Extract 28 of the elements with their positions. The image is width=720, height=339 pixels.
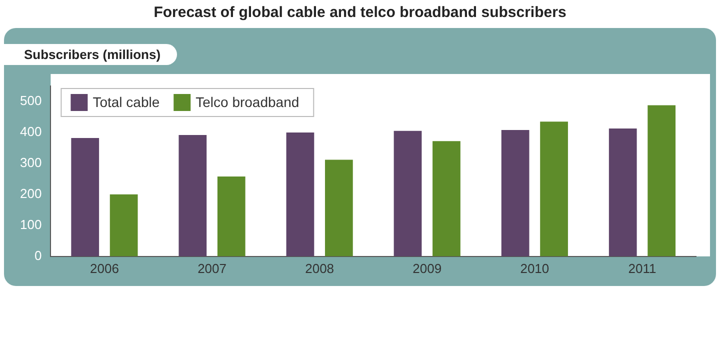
legend-label: Telco broadband: [196, 94, 300, 110]
bar: [540, 122, 568, 256]
x-tick-label: 2009: [412, 260, 442, 276]
y-tick-label: 400: [20, 124, 42, 140]
x-tick-label: 2008: [305, 260, 334, 276]
bar: [648, 105, 676, 256]
y-axis-title: Subscribers (millions): [4, 44, 177, 65]
chart-title: Forecast of global cable and telco broadband subscribers: [152, 4, 568, 21]
legend-label: Total cable: [92, 94, 160, 110]
bar: [394, 130, 422, 256]
x-tick-label: 2011: [628, 260, 656, 276]
y-tick-label: 200: [20, 186, 42, 202]
x-tick-label: 2006: [90, 260, 119, 276]
bar: [178, 134, 207, 256]
y-tick-label: 500: [20, 93, 42, 108]
bar: [501, 130, 530, 256]
y-tick-label: 100: [20, 216, 42, 232]
bar: [286, 132, 314, 256]
bar: [608, 128, 637, 256]
bar: [71, 138, 100, 256]
bar: [217, 176, 246, 256]
x-tick-label: 2007: [198, 260, 226, 276]
x-tick-label: 2010: [520, 260, 550, 276]
bar: [110, 194, 138, 256]
bar: [324, 160, 353, 256]
y-tick-label: 300: [20, 155, 42, 170]
bar: [432, 141, 460, 256]
y-tick-label: 0: [34, 248, 42, 263]
